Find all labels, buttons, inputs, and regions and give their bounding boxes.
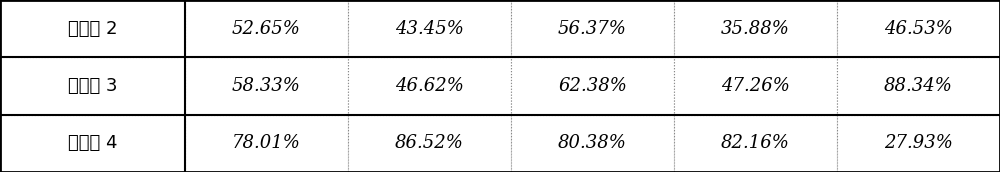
Text: 46.53%: 46.53% <box>884 20 953 38</box>
Bar <box>348 115 511 172</box>
Bar <box>674 0 837 57</box>
Bar <box>348 0 511 57</box>
Text: 对比例 4: 对比例 4 <box>68 134 117 152</box>
Text: 58.33%: 58.33% <box>232 77 301 95</box>
Bar <box>837 115 1000 172</box>
Bar <box>511 0 674 57</box>
Text: 52.65%: 52.65% <box>232 20 301 38</box>
Bar <box>0 57 185 115</box>
Text: 56.37%: 56.37% <box>558 20 627 38</box>
Bar <box>0 0 185 57</box>
Bar <box>511 57 674 115</box>
Text: 对比例 3: 对比例 3 <box>68 77 117 95</box>
Text: 47.26%: 47.26% <box>721 77 790 95</box>
Bar <box>185 57 348 115</box>
Text: 62.38%: 62.38% <box>558 77 627 95</box>
Bar <box>674 57 837 115</box>
Text: 80.38%: 80.38% <box>558 134 627 152</box>
Text: 对比例 2: 对比例 2 <box>68 20 117 38</box>
Bar <box>674 115 837 172</box>
Bar <box>185 115 348 172</box>
Text: 82.16%: 82.16% <box>721 134 790 152</box>
Text: 46.62%: 46.62% <box>395 77 464 95</box>
Bar <box>511 115 674 172</box>
Bar <box>0 115 185 172</box>
Text: 27.93%: 27.93% <box>884 134 953 152</box>
Bar <box>837 0 1000 57</box>
Text: 43.45%: 43.45% <box>395 20 464 38</box>
Text: 35.88%: 35.88% <box>721 20 790 38</box>
Bar <box>837 57 1000 115</box>
Text: 86.52%: 86.52% <box>395 134 464 152</box>
Text: 88.34%: 88.34% <box>884 77 953 95</box>
Bar <box>185 0 348 57</box>
Bar <box>348 57 511 115</box>
Text: 78.01%: 78.01% <box>232 134 301 152</box>
